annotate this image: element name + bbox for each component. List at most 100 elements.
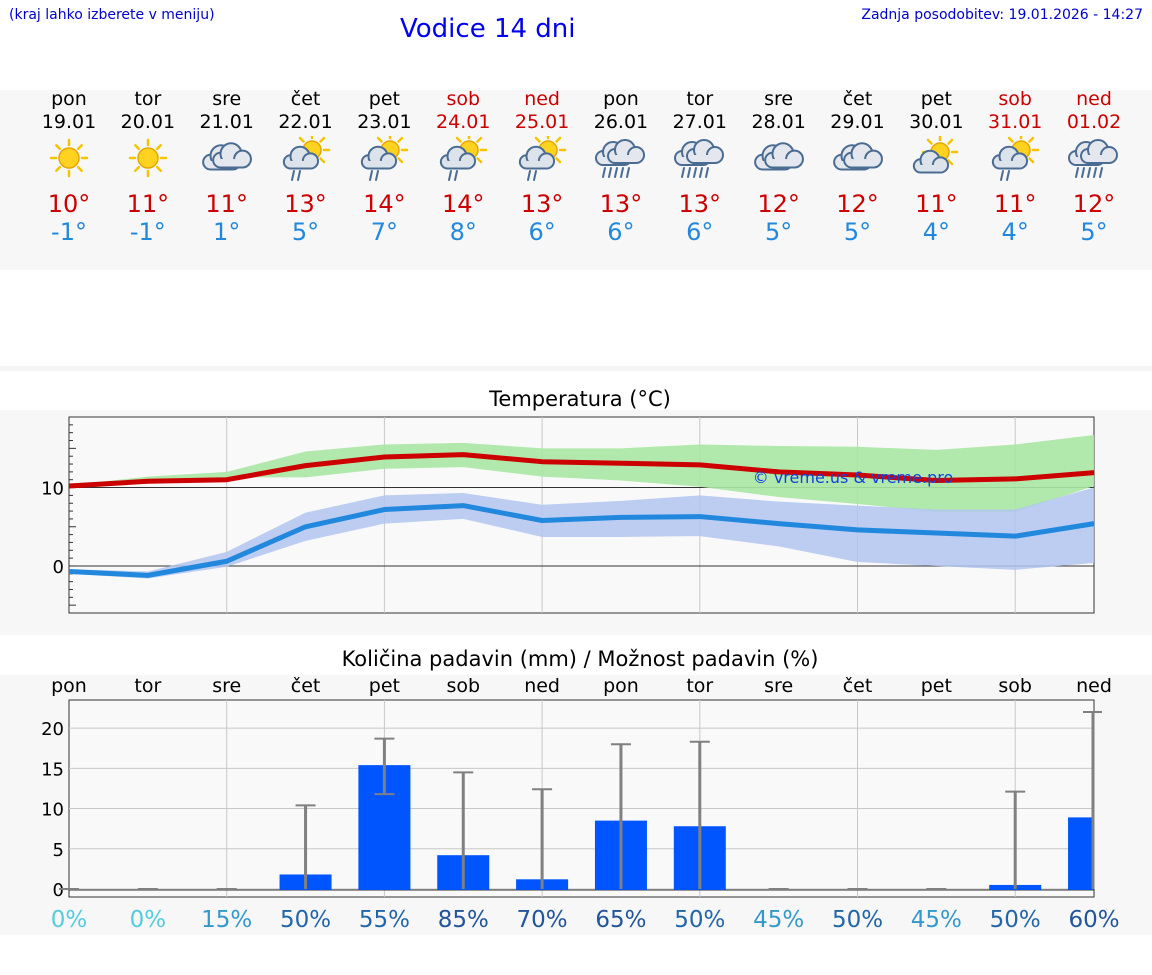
cloudy-icon [753, 142, 804, 171]
x-tick-label: sre [212, 675, 241, 697]
x-tick-label: pon [603, 675, 639, 697]
day-column: sre 21.01 11° 1° [187, 88, 267, 246]
day-column: tor 27.01 13° 6° [660, 88, 740, 246]
temperature-chart-title: Temperatura (°C) [489, 387, 671, 411]
day-column: čet 29.01 12° 5° [818, 88, 898, 246]
precipitation-chance: 15% [201, 907, 252, 933]
max-temperature-line [68, 452, 1095, 489]
precipitation-chart-title: Količina padavin (mm) / Možnost padavin … [341, 647, 819, 671]
y-tick-label: 10 [41, 479, 64, 500]
plot-area [68, 699, 1095, 898]
day-column: čet 22.01 13° 5° [266, 88, 346, 246]
max-temperature: 14° [441, 190, 485, 218]
min-temperature: 6° [607, 218, 635, 246]
y-tick-label: 0 [53, 557, 64, 578]
min-temperature: 1° [213, 218, 241, 246]
day-name: pon [51, 88, 87, 110]
max-range-band [69, 435, 1095, 512]
x-tick-label: čet [843, 675, 873, 697]
cloudy-icon [832, 142, 883, 171]
y-tick-label: 0 [53, 880, 64, 901]
last-updated: Zadnja posodobitev: 19.01.2026 - 14:27 [861, 7, 1143, 23]
x-tick-label: pet [369, 675, 400, 697]
precipitation-chance: 50% [832, 907, 883, 933]
day-date: 20.01 [120, 111, 176, 133]
day-date: 21.01 [199, 111, 254, 133]
x-tick-label: čet [291, 675, 321, 697]
max-temperature: 11° [915, 190, 958, 218]
day-name: tor [134, 88, 162, 110]
day-date: 31.01 [987, 111, 1043, 133]
day-date: 19.01 [41, 111, 97, 133]
precipitation-chance: 55% [359, 907, 410, 933]
min-temperature: 6° [686, 218, 714, 246]
max-temperature: 13° [678, 190, 722, 218]
day-column: pon 26.01 13° 6° [581, 88, 661, 246]
sunny-icon [128, 138, 168, 178]
sun-cloud-rain-icon [361, 136, 409, 181]
x-tick-label: sob [446, 675, 480, 697]
y-tick-label: 15 [41, 759, 64, 780]
day-column: pet 30.01 11° 4° [896, 88, 976, 246]
precipitation-chance: 50% [990, 907, 1041, 933]
x-tick-label: sob [998, 675, 1032, 697]
max-temperature: 12° [757, 190, 800, 218]
min-temperature: 4° [1001, 218, 1029, 246]
sun-cloud-rain-icon [282, 136, 330, 181]
max-temperature: 13° [284, 190, 327, 218]
precipitation-chance: 65% [595, 907, 646, 933]
x-tick-label: ned [524, 675, 560, 697]
day-column: pon 19.01 10° -1° [29, 88, 109, 246]
heavy-rain-icon [673, 139, 724, 178]
min-temperature: -1° [129, 218, 166, 246]
min-temperature: 7° [370, 218, 399, 246]
x-tick-label: ned [1076, 675, 1112, 697]
precipitation-chance: 60% [1068, 907, 1119, 933]
max-temperature: 12° [836, 190, 879, 218]
min-temperature: 4° [922, 218, 950, 246]
x-tick-label: pon [51, 675, 87, 697]
heavy-rain-icon [1068, 139, 1119, 178]
day-date: 28.01 [751, 111, 806, 133]
day-date: 01.02 [1066, 111, 1122, 133]
max-temperature: 10° [47, 190, 91, 218]
day-column: ned 25.01 13° 6° [502, 88, 582, 246]
y-tick-label: 20 [41, 719, 64, 740]
location-menu-hint[interactable]: (kraj lahko izberete v meniju) [9, 7, 215, 23]
min-temperature: 8° [449, 218, 477, 246]
heavy-rain-icon [594, 139, 645, 178]
day-name: čet [842, 88, 873, 110]
watermark: © vreme.us & vreme.pro [753, 468, 954, 487]
day-column: pet 23.01 14° 7° [344, 88, 424, 246]
sun-cloud-rain-icon [440, 136, 488, 181]
temperature-chart: 0 10 © vreme.us & vreme.pro [41, 416, 1095, 614]
precipitation-chance: 45% [911, 907, 962, 933]
day-date: 26.01 [593, 111, 649, 133]
day-name: sre [764, 88, 794, 110]
min-temperature: 5° [291, 218, 320, 246]
day-column: tor 20.01 11° -1° [108, 88, 188, 246]
day-name: ned [524, 88, 560, 110]
precipitation-chance: 45% [753, 907, 804, 933]
x-tick-label: sre [764, 675, 793, 697]
precipitation-chart: pon tor sre čet pet sob ned pon tor sre čet pet sob n… [41, 675, 1120, 933]
day-date: 23.01 [357, 111, 412, 133]
day-name: sre [212, 88, 242, 110]
min-temperature: 5° [765, 218, 793, 246]
min-temperature: 5° [1080, 218, 1108, 246]
max-temperature: 11° [205, 190, 248, 218]
y-tick-label: 5 [53, 840, 64, 861]
min-temperature: 5° [843, 218, 872, 246]
day-name: pet [368, 88, 400, 110]
day-date: 24.01 [436, 111, 491, 133]
precipitation-chance: 85% [438, 907, 489, 933]
day-date: 25.01 [514, 111, 570, 133]
day-name: pon [603, 88, 639, 110]
precipitation-chance: 50% [674, 907, 725, 933]
max-temperature: 13° [599, 190, 643, 218]
precipitation-bar [1068, 817, 1094, 890]
x-tick-label: tor [686, 675, 713, 697]
min-temperature: -1° [51, 218, 87, 246]
max-temperature: 11° [126, 190, 170, 218]
max-temperature: 11° [993, 190, 1037, 218]
